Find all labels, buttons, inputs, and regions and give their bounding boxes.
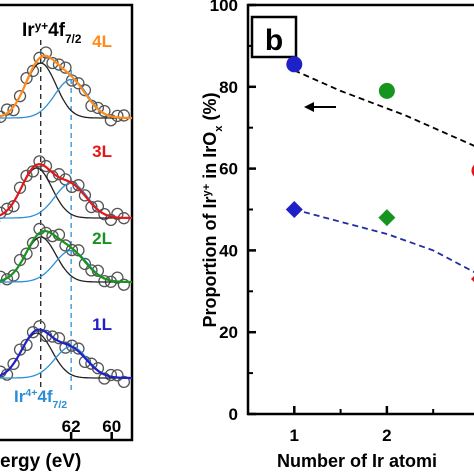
spectrum-data-circle bbox=[46, 229, 59, 243]
data-point-circle bbox=[378, 82, 395, 99]
spectrum-data-circle bbox=[7, 269, 20, 282]
spectrum-data-circle bbox=[85, 264, 98, 277]
spectrum-data-circle bbox=[85, 357, 98, 370]
data-point-diamond bbox=[378, 209, 396, 227]
spectrum-data-circle bbox=[78, 189, 92, 202]
spectrum-data-circle bbox=[91, 101, 105, 115]
spectrum-data-circle bbox=[13, 89, 27, 103]
x-axis-label: Number of Ir atomi bbox=[277, 451, 437, 471]
spectrum-data-circle bbox=[26, 236, 40, 250]
a-x-tick-label: 62 bbox=[62, 417, 81, 436]
panel-label: b bbox=[265, 24, 283, 57]
x-tick-label: 2 bbox=[382, 426, 391, 445]
panel-b: 020406080100123Number of Ir atomiProport… bbox=[200, 0, 474, 471]
data-point-diamond bbox=[285, 201, 303, 218]
spectrum-data-circle bbox=[72, 179, 85, 192]
peak-label-yplus: Iry+4f7/2 bbox=[22, 20, 82, 46]
data-point-diamond bbox=[470, 276, 474, 283]
spectrum-data-circle bbox=[111, 369, 124, 382]
data-point-circle bbox=[286, 56, 303, 73]
spectrum-data-circle bbox=[7, 103, 20, 117]
y-tick-label: 80 bbox=[219, 78, 238, 97]
spectrum-data-circle bbox=[33, 155, 46, 168]
y-tick-label: 0 bbox=[229, 405, 238, 424]
spectrum-data-circle bbox=[52, 58, 66, 71]
layer-label: 3L bbox=[92, 142, 112, 161]
y-tick-label: 20 bbox=[219, 323, 238, 342]
spectrum-data-circle bbox=[111, 207, 124, 221]
spectrum-data-circle bbox=[0, 273, 14, 286]
spectrum-data-circle bbox=[13, 181, 27, 194]
a-x-axis-label: ergy (eV) bbox=[0, 451, 81, 472]
fit-envelope bbox=[0, 328, 132, 380]
y-tick-label: 100 bbox=[210, 0, 238, 15]
spectrum-data-circle bbox=[26, 165, 40, 178]
peak-label-4plus: Ir4+4f7/2 bbox=[14, 387, 67, 411]
spectrum-data-circle bbox=[104, 114, 118, 127]
spectrum-data-circle bbox=[78, 84, 92, 97]
layer-label: 2L bbox=[92, 229, 112, 248]
fit-envelope bbox=[0, 229, 132, 284]
spectrum-data-circle bbox=[20, 247, 33, 260]
trend-line-2 bbox=[294, 208, 474, 274]
spectrum-data-circle bbox=[117, 375, 131, 389]
spectrum-data-circle bbox=[33, 320, 46, 333]
spectrum-data-circle bbox=[59, 239, 72, 252]
spectrum-data-circle bbox=[59, 61, 72, 74]
spectrum-data-circle bbox=[65, 243, 79, 257]
spectrum-data-circle bbox=[33, 222, 46, 236]
spectrum-data-circle bbox=[117, 278, 131, 291]
y-tick-label: 40 bbox=[219, 241, 238, 260]
spectrum-data-circle bbox=[46, 330, 59, 343]
fit-envelope bbox=[0, 163, 132, 220]
panel-a-frame bbox=[0, 3, 134, 442]
layer-label: 4L bbox=[92, 32, 112, 51]
panel-a: 4L 3L 2L 1L Iry+4f7/2 Ir4+4f7/2 62 60 ergy (eV) bbox=[0, 3, 134, 472]
spectrum-data-circle bbox=[0, 110, 7, 123]
layer-label: 1L bbox=[92, 315, 112, 334]
panel-label-box bbox=[250, 15, 298, 59]
a-x-tick-label: 60 bbox=[102, 417, 121, 436]
spectrum-data-circle bbox=[39, 159, 53, 173]
spectrum-data-circle bbox=[78, 257, 92, 271]
arrow-head bbox=[304, 102, 314, 112]
spectrum-data-circle bbox=[65, 339, 79, 352]
spectrum-data-circle bbox=[91, 200, 105, 213]
spectrum-data-circle bbox=[117, 109, 131, 122]
spectrum-data-circle bbox=[91, 362, 105, 375]
spectrum-data-circle bbox=[39, 46, 53, 59]
x-tick-label: 1 bbox=[290, 426, 299, 445]
spectrum-data-circle bbox=[20, 169, 33, 183]
fit-envelope bbox=[0, 54, 132, 120]
y-tick-label: 60 bbox=[219, 160, 238, 179]
spectrum-data-circle bbox=[72, 77, 85, 90]
spectrum-data-circle bbox=[72, 342, 85, 355]
spectrum-data-circle bbox=[0, 202, 14, 215]
spectrum-data-circle bbox=[7, 357, 20, 370]
spectrum-data-circle bbox=[111, 271, 124, 284]
data-point-circle bbox=[471, 164, 474, 177]
spectrum-data-circle bbox=[59, 341, 72, 354]
panel-b-frame bbox=[246, 3, 474, 416]
trend-line-1 bbox=[293, 69, 474, 147]
y-axis-label: Proportion of Iry+ in IrOx (%) bbox=[200, 93, 225, 328]
